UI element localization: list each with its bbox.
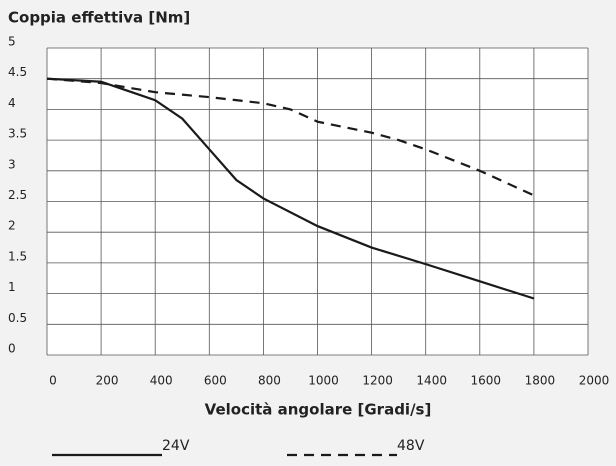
y-tick-label: 1.5: [8, 249, 27, 263]
x-tick-label: 800: [258, 374, 281, 388]
legend-label: 24V: [162, 438, 190, 454]
x-tick-label: 1000: [308, 374, 339, 388]
y-tick-label: 3: [8, 157, 16, 171]
x-axis-label: Velocità angolare [Gradi/s]: [205, 401, 432, 419]
y-tick-label: 0.5: [8, 311, 27, 325]
y-tick-label: 2.5: [8, 188, 27, 202]
y-tick-label: 0: [8, 342, 16, 356]
y-tick-label: 3.5: [8, 127, 27, 141]
x-tick-label: 1200: [362, 374, 393, 388]
legend-label: 48V: [397, 438, 425, 454]
x-tick-label: 2000: [579, 374, 610, 388]
y-tick-label: 4.5: [8, 65, 27, 79]
x-tick-label: 600: [204, 374, 227, 388]
x-tick-label: 0: [49, 374, 57, 388]
x-tick-label: 1400: [416, 374, 447, 388]
x-tick-label: 1600: [471, 374, 502, 388]
y-tick-label: 2: [8, 219, 16, 233]
chart-title: Coppia effettiva [Nm]: [8, 9, 190, 27]
y-tick-label: 5: [8, 35, 16, 49]
x-tick-label: 400: [150, 374, 173, 388]
y-tick-label: 1: [8, 280, 16, 294]
data-line: [46, 77, 535, 197]
x-tick-label: 1800: [525, 374, 556, 388]
y-tick-label: 4: [8, 96, 16, 110]
x-tick-label: 200: [96, 374, 119, 388]
data-line: [46, 77, 535, 300]
